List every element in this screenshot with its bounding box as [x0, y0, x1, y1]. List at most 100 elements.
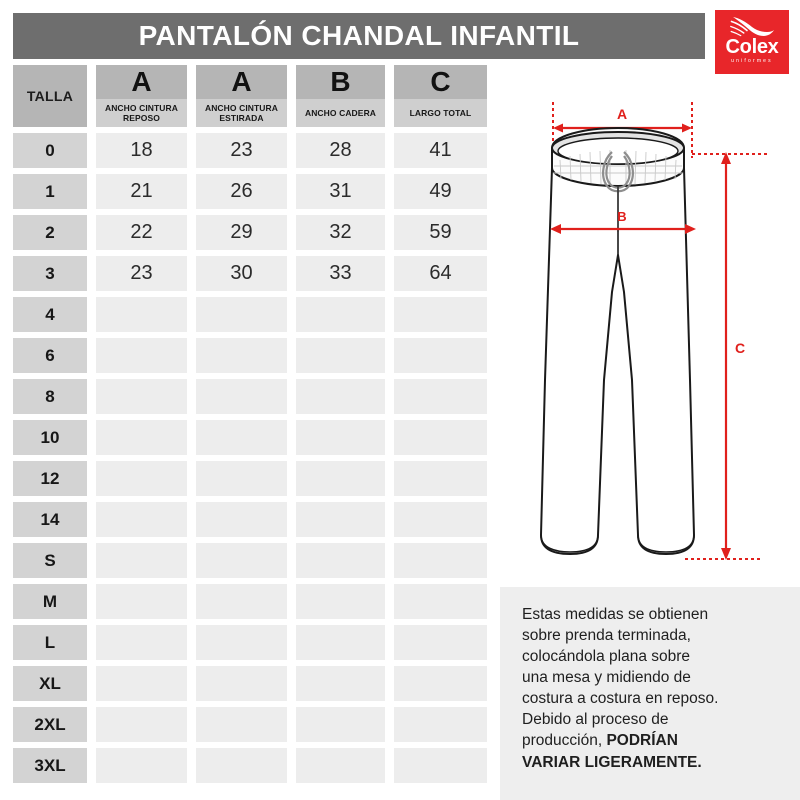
table-row: 2 22 29 32 59: [13, 215, 491, 250]
row-value-cell: 18: [96, 133, 187, 168]
row-value-cell: [296, 584, 385, 619]
header-col-1-letter: A: [196, 65, 287, 99]
table-row: 14: [13, 502, 491, 537]
row-value-cell: [296, 379, 385, 414]
note-line-5: costura a costura en reposo.: [522, 690, 719, 708]
table-row: 3 23 30 33 64: [13, 256, 491, 291]
row-value-cell: [196, 502, 287, 537]
row-value-cell: [96, 748, 187, 783]
row-value-cell: [196, 420, 287, 455]
row-value-cell: [394, 461, 487, 496]
row-value-cell: [394, 379, 487, 414]
row-size-label: 2XL: [13, 707, 87, 742]
note-emphasis-1: PODRÍAN: [606, 732, 678, 750]
note-line-7-prefix: producción,: [522, 732, 607, 750]
table-row: M: [13, 584, 491, 619]
row-value-cell: [196, 584, 287, 619]
row-value-cell: [394, 297, 487, 332]
row-size-label: 8: [13, 379, 87, 414]
row-size-label: 4: [13, 297, 87, 332]
row-value-cell: [296, 625, 385, 660]
note-line-6: Debido al proceso de: [522, 711, 669, 729]
row-value-cell: 30: [196, 256, 287, 291]
row-value-cell: 33: [296, 256, 385, 291]
row-value-cell: [394, 748, 487, 783]
row-value-cell: 59: [394, 215, 487, 250]
row-value-cell: [394, 707, 487, 742]
row-value-cell: 23: [96, 256, 187, 291]
row-size-label: 2: [13, 215, 87, 250]
header-col-3-desc: LARGO TOTAL: [394, 99, 487, 127]
header-col-3-letter: C: [394, 65, 487, 99]
logo-tagline: uniformes: [731, 58, 773, 64]
table-row: 6: [13, 338, 491, 373]
row-value-cell: [394, 625, 487, 660]
measure-label-b: B: [617, 209, 626, 224]
row-value-cell: [96, 543, 187, 578]
table-body: 0 18 23 28 41 1 21 26 31 49 2 22 29 32 59 3 23 30 33 64 4 6 8 1…: [13, 133, 491, 783]
table-row: XL: [13, 666, 491, 701]
row-size-label: 3: [13, 256, 87, 291]
table-header-row: TALLA A ANCHO CINTURA REPOSO A ANCHO CIN…: [13, 65, 491, 127]
pants-technical-drawing: A: [540, 102, 770, 560]
row-value-cell: [196, 666, 287, 701]
header-col-2-desc: ANCHO CADERA: [296, 99, 385, 127]
table-row: L: [13, 625, 491, 660]
row-value-cell: [394, 584, 487, 619]
table-row: S: [13, 543, 491, 578]
row-size-label: 6: [13, 338, 87, 373]
page-title-bar: PANTALÓN CHANDAL INFANTIL: [13, 13, 705, 59]
table-row: 8: [13, 379, 491, 414]
row-value-cell: [296, 666, 385, 701]
measure-label-c: C: [735, 340, 745, 356]
row-value-cell: [96, 666, 187, 701]
header-col-0-desc: ANCHO CINTURA REPOSO: [96, 99, 187, 127]
pants-body-outline: [540, 167, 695, 555]
row-value-cell: [394, 502, 487, 537]
row-value-cell: [394, 420, 487, 455]
row-size-label: L: [13, 625, 87, 660]
row-size-label: S: [13, 543, 87, 578]
row-size-label: 3XL: [13, 748, 87, 783]
garment-diagram: A: [500, 80, 800, 580]
row-value-cell: [96, 379, 187, 414]
row-value-cell: 26: [196, 174, 287, 209]
header-col-3: C LARGO TOTAL: [394, 65, 487, 127]
row-value-cell: 32: [296, 215, 385, 250]
row-value-cell: [196, 461, 287, 496]
table-row: 4: [13, 297, 491, 332]
page-title: PANTALÓN CHANDAL INFANTIL: [138, 20, 580, 51]
row-value-cell: 49: [394, 174, 487, 209]
row-value-cell: [96, 584, 187, 619]
brand-logo: Colex uniformes: [715, 10, 789, 74]
waist-opening-inner: [557, 137, 679, 165]
row-value-cell: 41: [394, 133, 487, 168]
measure-arrow-b: [550, 224, 696, 234]
header-col-2: B ANCHO CADERA: [296, 65, 385, 127]
row-value-cell: 23: [196, 133, 287, 168]
row-value-cell: [96, 625, 187, 660]
row-size-label: 0: [13, 133, 87, 168]
row-value-cell: [296, 748, 385, 783]
note-line-1: Estas medidas se obtienen: [522, 606, 709, 623]
header-col-2-letter: B: [296, 65, 385, 99]
row-value-cell: [296, 297, 385, 332]
row-value-cell: [196, 297, 287, 332]
row-value-cell: [96, 461, 187, 496]
header-col-1: A ANCHO CINTURA ESTIRADA: [196, 65, 287, 127]
row-value-cell: [196, 338, 287, 373]
row-value-cell: [96, 420, 187, 455]
wing-bird-icon: [730, 17, 774, 37]
table-row: 0 18 23 28 41: [13, 133, 491, 168]
row-value-cell: [296, 338, 385, 373]
row-value-cell: [96, 707, 187, 742]
row-value-cell: [394, 666, 487, 701]
row-value-cell: 22: [96, 215, 187, 250]
measurement-note-panel: Estas medidas se obtienen sobre prenda t…: [500, 587, 800, 800]
row-value-cell: [296, 502, 385, 537]
note-line-2: sobre prenda terminada,: [522, 627, 691, 645]
table-row: 10: [13, 420, 491, 455]
row-value-cell: 21: [96, 174, 187, 209]
table-row: 1 21 26 31 49: [13, 174, 491, 209]
